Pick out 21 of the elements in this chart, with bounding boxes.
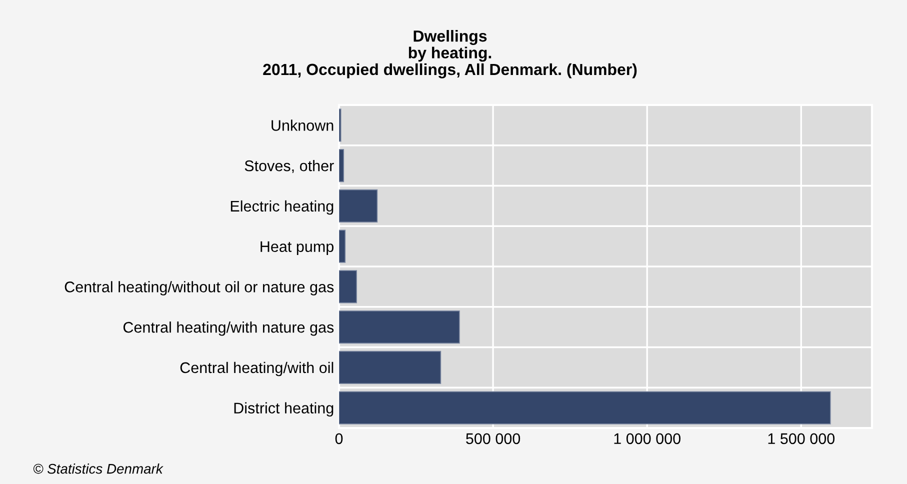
y-tick-label: Unknown: [272, 120, 334, 131]
bar: [339, 310, 460, 344]
y-tick-label: Central heating/without oil or nature gas: [64, 281, 334, 296]
y-tick-label: Electric heating: [230, 200, 334, 215]
bar: [339, 391, 831, 424]
bar: [339, 230, 346, 263]
x-tick-label: 0: [335, 433, 343, 444]
y-tick-label: Central heating/with nature gas: [123, 322, 334, 336]
y-tick-label: District heating: [234, 402, 334, 417]
bar: [339, 270, 357, 304]
y-tick-label: Central heating/with oil: [180, 362, 334, 376]
text: © Statistics Denmark: [33, 464, 164, 474]
y-tick-label: Stoves, other: [244, 160, 334, 174]
chart-title: Dwellings by heating. 2011, Occupied dwellings, All Denmark. (Number): [263, 30, 637, 78]
bar: [339, 350, 442, 384]
bar: [339, 148, 344, 182]
bar: [339, 189, 378, 223]
x-tick-label: 1 500 000: [768, 433, 835, 444]
x-tick-label: 500 000: [466, 433, 520, 444]
x-tick-label: 1 000 000: [614, 433, 680, 444]
y-tick-label: Heat pump: [260, 241, 334, 256]
